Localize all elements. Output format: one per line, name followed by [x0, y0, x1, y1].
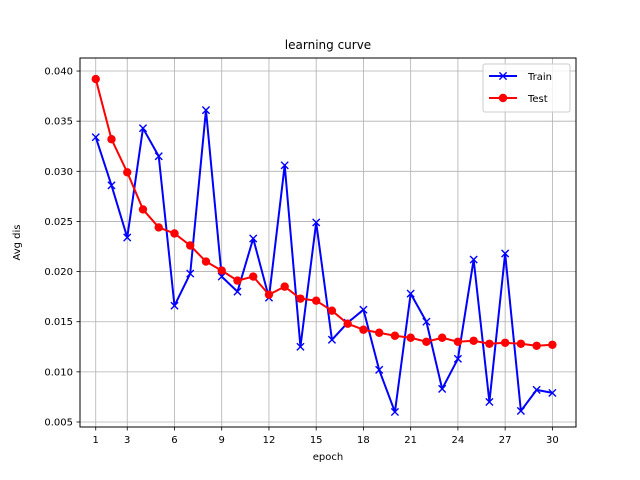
x-tick-label: 18 [357, 435, 370, 446]
data-point-test [532, 341, 541, 350]
data-point-train [453, 354, 462, 363]
data-point-test [343, 319, 352, 328]
data-point-train [296, 342, 305, 351]
data-point-train [532, 385, 541, 394]
y-tick-label: 0.005 [44, 417, 73, 428]
data-point-test [374, 328, 384, 337]
data-point-test [548, 340, 557, 349]
legend-item-test: Test [489, 93, 548, 105]
data-point-train [359, 305, 368, 314]
plot-frame [79, 57, 577, 428]
data-point-test [437, 333, 447, 342]
legend-marker-test [498, 93, 508, 103]
legend: Train Test [482, 63, 571, 113]
data-point-train [280, 161, 289, 170]
series-train [91, 106, 557, 417]
y-tick-label: 0.040 [44, 67, 73, 78]
data-point-test [201, 257, 211, 266]
data-point-test [107, 135, 116, 144]
y-tick-label: 0.010 [44, 367, 73, 378]
data-point-train [422, 317, 431, 326]
data-point-train [406, 289, 415, 298]
x-tick-label: 24 [452, 435, 465, 446]
data-point-train [186, 269, 195, 278]
y-tick-label: 0.020 [44, 267, 73, 278]
data-point-train [485, 397, 494, 407]
data-point-train [217, 272, 226, 281]
data-point-train [233, 287, 242, 296]
legend-marker-train [498, 71, 508, 81]
data-point-test [249, 272, 258, 281]
data-point-train [107, 181, 116, 190]
data-point-train [138, 124, 148, 133]
series-line-train [94, 109, 553, 413]
x-tick-label: 30 [546, 435, 559, 446]
x-tick-label: 9 [219, 435, 225, 446]
data-point-train [170, 301, 179, 310]
data-point-test [217, 266, 226, 275]
data-point-test [233, 276, 242, 285]
data-point-test [170, 229, 179, 238]
data-point-test [453, 337, 463, 346]
data-point-test [186, 241, 195, 250]
legend-items: Train Test [489, 71, 552, 105]
data-point-test [406, 333, 415, 342]
x-tick-label: 15 [310, 435, 323, 446]
data-point-test [485, 339, 494, 348]
data-point-train [375, 365, 384, 374]
data-point-test [138, 205, 148, 214]
data-point-test [516, 339, 526, 348]
data-point-test [154, 223, 163, 232]
data-point-test [500, 338, 510, 347]
data-point-test [327, 306, 337, 315]
data-point-test [264, 290, 274, 299]
data-point-test [469, 336, 478, 345]
data-point-train [390, 407, 400, 417]
y-tick-label: 0.025 [44, 217, 73, 228]
data-point-test [311, 296, 321, 305]
data-point-train [123, 233, 132, 242]
x-axis-label: epoch [313, 452, 343, 463]
data-point-train [154, 152, 163, 161]
data-point-test [390, 331, 400, 340]
data-point-test [422, 337, 431, 346]
x-tick-label: 21 [404, 435, 417, 446]
legend-item-train: Train [489, 71, 552, 83]
data-point-train [91, 133, 100, 142]
y-tick-label: 0.035 [44, 117, 73, 128]
data-point-train [501, 249, 510, 258]
y-tick-label: 0.015 [44, 317, 73, 328]
series-layer [91, 74, 557, 417]
data-point-test [296, 294, 305, 303]
data-point-test [359, 325, 368, 334]
grid [80, 58, 576, 427]
x-tick-label: 6 [171, 435, 177, 446]
data-point-train [438, 384, 447, 393]
chart-title: learning curve [285, 38, 371, 52]
data-point-train [312, 218, 321, 227]
data-point-train [469, 255, 478, 264]
axis-ticks: 1 3 6 9 12 15 18 21 24 27 30 0.005 0.010 0.015 0.020 0.… [44, 67, 558, 446]
x-tick-label: 12 [263, 435, 276, 446]
data-point-train [548, 388, 557, 398]
data-point-train [201, 106, 211, 115]
x-tick-label: 27 [499, 435, 512, 446]
x-tick-label: 3 [124, 435, 130, 446]
legend-box [482, 63, 571, 113]
data-point-test [280, 282, 289, 291]
data-point-train [516, 406, 525, 416]
data-point-train [327, 335, 337, 344]
legend-label-train: Train [527, 72, 552, 83]
y-tick-label: 0.030 [44, 167, 73, 178]
series-test [91, 74, 557, 350]
data-point-test [123, 168, 132, 177]
legend-label-test: Test [527, 94, 548, 105]
y-axis-label: Avg dis [12, 224, 23, 260]
x-tick-label: 1 [93, 435, 99, 446]
data-point-train [249, 234, 258, 243]
data-point-test [91, 74, 100, 84]
